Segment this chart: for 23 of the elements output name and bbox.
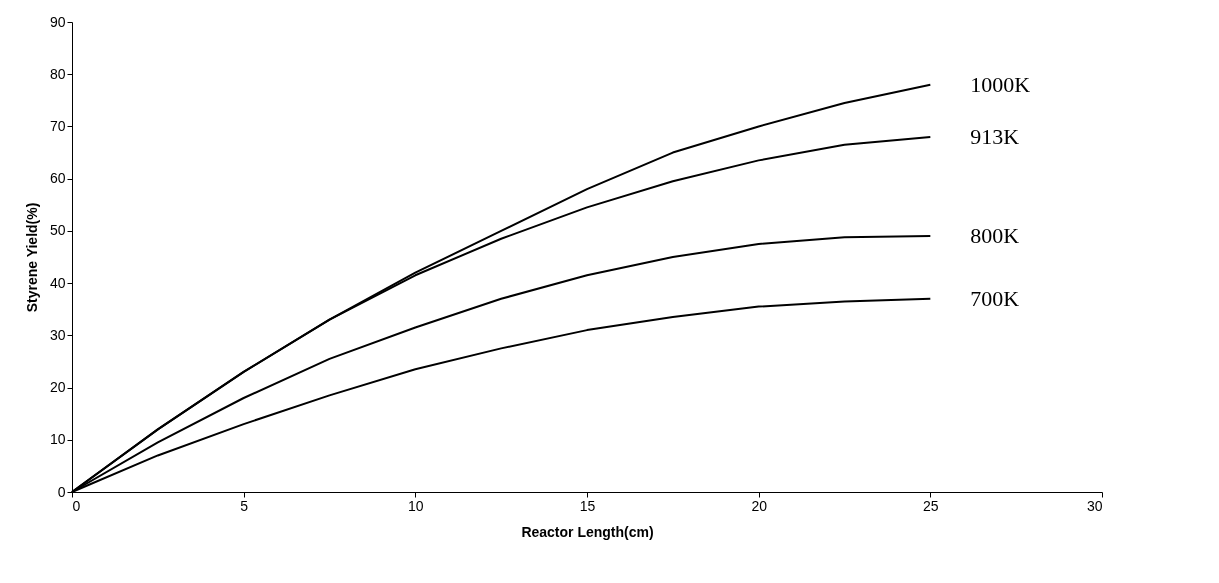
y-tick-label: 60 [49, 170, 66, 187]
x-tick-label: 25 [923, 497, 939, 514]
y-tick-label: 30 [49, 326, 66, 343]
series-label: 700K [970, 285, 1020, 311]
x-tick-label: 15 [579, 497, 596, 514]
y-tick-label: 10 [49, 431, 66, 448]
y-tick-label: 70 [49, 117, 66, 134]
y-tick-label: 50 [49, 222, 66, 239]
y-tick-label: 80 [49, 65, 66, 82]
x-axis-title: Reactor Length(cm) [521, 523, 654, 540]
y-tick-label: 0 [57, 483, 66, 500]
y-axis-title: Styrene Yield(%) [23, 202, 40, 313]
series-label: 800K [970, 223, 1020, 249]
x-tick-label: 5 [240, 497, 249, 514]
x-tick-label: 20 [751, 497, 768, 514]
series-label: 1000K [970, 71, 1031, 97]
x-tick-label: 30 [1086, 497, 1103, 514]
x-tick-label: 0 [72, 497, 81, 514]
y-tick-label: 40 [49, 274, 66, 291]
x-tick-label: 10 [408, 497, 424, 514]
y-tick-label: 20 [49, 379, 66, 396]
y-tick-label: 90 [49, 13, 66, 30]
series-label: 913K [970, 123, 1020, 149]
